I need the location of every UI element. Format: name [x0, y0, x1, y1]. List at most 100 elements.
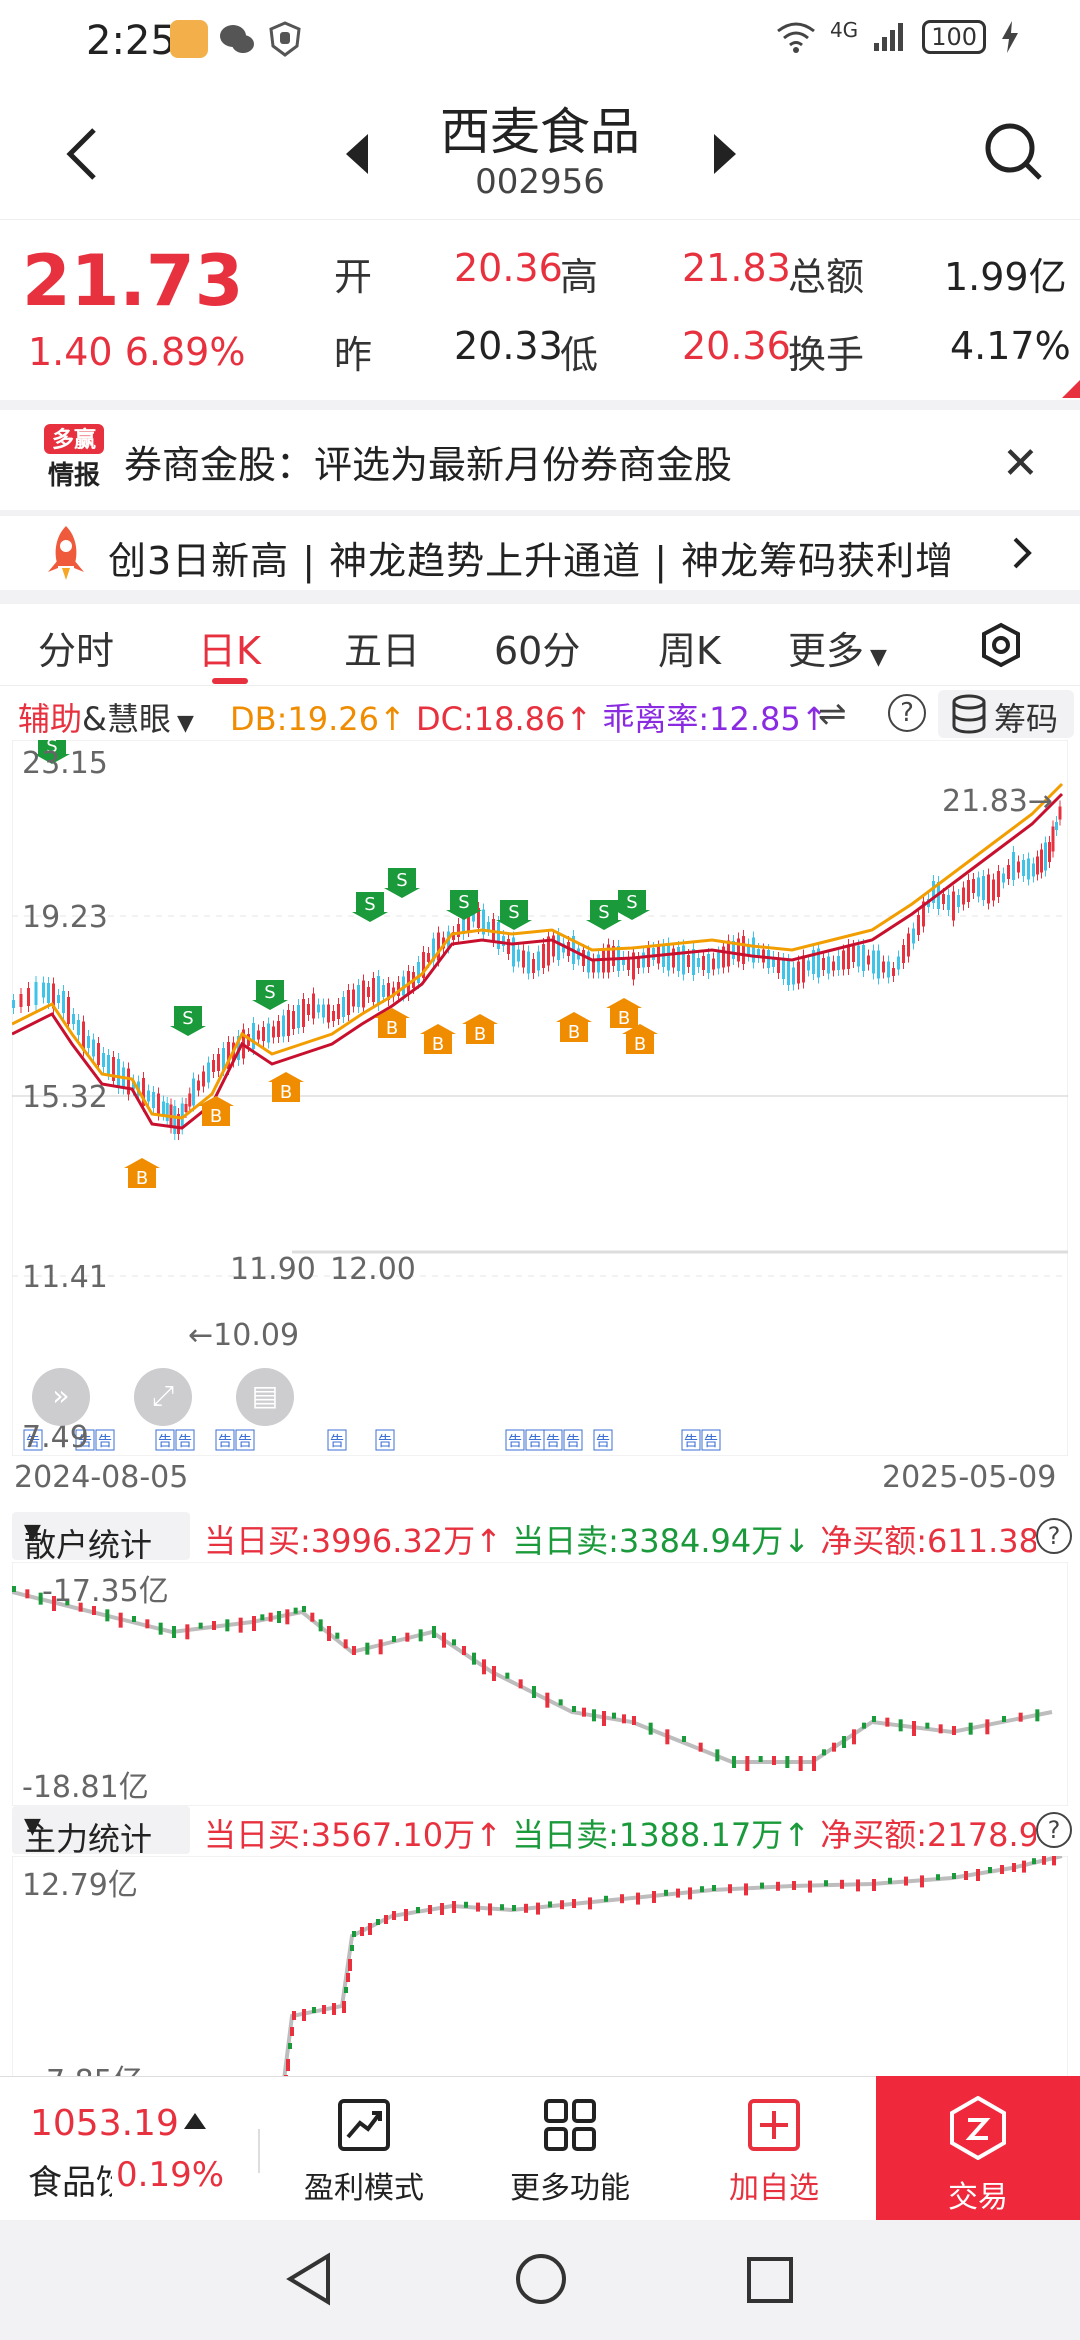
amount-label: 总额 — [788, 255, 865, 299]
y-label-2: 19.23 — [22, 900, 108, 935]
main-force-bar — [284, 2075, 288, 2076]
caret-down-icon: ▼ — [870, 645, 887, 670]
main-force-select[interactable]: 主力统计 ▼ — [12, 1806, 190, 1854]
help-icon[interactable]: ? — [888, 694, 926, 732]
sell-signal-label: S — [264, 982, 275, 1003]
tab-weekly-k[interactable]: 周K — [658, 629, 721, 673]
wechat-icon — [220, 25, 254, 53]
nav-home-icon[interactable] — [514, 2252, 568, 2306]
nav-back-icon[interactable] — [284, 2252, 334, 2306]
caret-down-icon: ▼ — [176, 711, 194, 736]
main-force-bar — [744, 1883, 748, 1896]
news-banner[interactable]: 多赢 情报 券商金股：评选为最新月份券商金股 ✕ — [0, 410, 1080, 510]
retail-bar — [365, 1642, 370, 1655]
main-force-bar — [712, 1885, 716, 1891]
more-functions-button[interactable]: 更多功能 — [490, 2097, 650, 2207]
retail-bar — [682, 1736, 686, 1742]
sell-signal-label: S — [626, 892, 637, 913]
low-value: 20.36 — [682, 324, 791, 368]
signal-ticker[interactable]: 创3日新高 | 神龙趋势上升通道 | 神龙筹码获利增 — [0, 516, 1080, 590]
signal-icon — [874, 23, 904, 51]
retail-bar — [78, 1602, 83, 1612]
search-icon[interactable] — [982, 120, 1044, 182]
app-notification-icon — [170, 20, 208, 58]
next-stock-icon[interactable] — [712, 132, 738, 176]
fast-forward-icon[interactable]: » — [32, 1368, 90, 1426]
indicator-select[interactable]: 辅助&慧眼 ▼ — [18, 694, 194, 740]
close-icon[interactable]: ✕ — [1002, 438, 1039, 489]
help-icon[interactable]: ? — [1036, 1812, 1072, 1848]
gallery-icon[interactable]: ▤ — [236, 1368, 294, 1426]
divider — [0, 400, 1080, 410]
main-force-bar — [286, 2059, 290, 2071]
end-date: 2025-05-09 — [882, 1460, 1057, 1495]
retail-bar — [898, 1719, 903, 1732]
tab-more[interactable]: 更多 ▼ — [788, 620, 887, 675]
announcement-label: 告 — [704, 1434, 718, 1450]
announcement-marker — [155, 1429, 175, 1451]
retail-bar — [482, 1659, 486, 1675]
caret-down-icon: ▼ — [24, 1520, 41, 1545]
tab-daily-k[interactable]: 日K — [198, 629, 261, 673]
main-force-bar — [348, 1959, 352, 1971]
start-date: 2024-08-05 — [14, 1460, 189, 1495]
help-icon[interactable]: ? — [1036, 1518, 1072, 1554]
expand-corner-icon[interactable] — [1062, 380, 1080, 398]
buy-signal-marker: B — [124, 1158, 160, 1189]
retail-bar — [745, 1756, 750, 1771]
back-icon[interactable] — [60, 124, 104, 184]
main-force-bar — [312, 2007, 316, 2013]
news-text: 券商金股：评选为最新月份券商金股 — [124, 443, 733, 487]
retail-bar — [698, 1742, 703, 1752]
buy-signal-marker: B — [420, 1024, 456, 1055]
sector-index-name: 食品饮料 — [28, 2163, 112, 2203]
toolbar-divider — [258, 2129, 260, 2173]
retail-stats-values: 当日买:3996.32万↑ 当日卖:3384.94万↓ 净买额:611.38万 — [204, 1516, 1036, 1560]
sell-signal-marker: S — [352, 892, 388, 922]
retail-bar — [612, 1712, 616, 1719]
stock-header: 西麦食品 002956 — [0, 84, 1080, 220]
tab-intraday[interactable]: 分时 — [38, 629, 115, 673]
main-force-bar — [760, 1882, 764, 1889]
profit-mode-button[interactable]: 盈利模式 — [284, 2097, 444, 2207]
tab-60-min[interactable]: 60分 — [494, 629, 581, 673]
expand-icon[interactable]: ⤢ — [134, 1368, 192, 1426]
announcement-marker — [75, 1429, 95, 1451]
retail-bar — [12, 1586, 16, 1592]
buy-signal-marker: B — [606, 998, 642, 1029]
announcement-label: 告 — [78, 1434, 92, 1450]
buy-signal-arrow — [124, 1158, 160, 1188]
tab-five-day[interactable]: 五日 — [344, 629, 421, 673]
sell-signal-label: S — [458, 892, 469, 913]
retail-chart[interactable]: -17.35亿 -18.81亿 — [11, 1561, 1069, 1807]
caret-down-icon: ▼ — [24, 1814, 41, 1839]
sell-signal-marker: S — [586, 900, 622, 930]
retail-bar — [758, 1756, 763, 1762]
announcement-label: 告 — [684, 1434, 698, 1450]
retail-bar — [852, 1729, 856, 1745]
main-force-bar — [1022, 1860, 1026, 1873]
retail-bar — [985, 1719, 990, 1735]
trade-button[interactable]: 交易 — [876, 2076, 1080, 2220]
main-force-bar — [404, 1909, 408, 1921]
retail-stats-select[interactable]: 散户统计 ▼ — [12, 1512, 190, 1560]
duoying-intel-logo: 多赢 情报 — [44, 424, 104, 490]
swap-icon[interactable]: ⇌ — [818, 694, 847, 734]
logo-bottom-text: 情报 — [48, 460, 100, 490]
prev-stock-icon[interactable] — [344, 132, 370, 176]
chevron-right-icon[interactable] — [1012, 536, 1032, 570]
database-icon — [952, 694, 986, 734]
main-force-bar — [360, 1927, 364, 1936]
buy-signal-marker: B — [462, 1014, 498, 1045]
settings-icon[interactable] — [980, 622, 1022, 668]
main-force-bar — [440, 1903, 444, 1915]
main-force-bar — [560, 1900, 564, 1910]
nav-recents-icon[interactable] — [746, 2256, 794, 2304]
main-force-bar — [352, 1931, 356, 1937]
add-watchlist-button[interactable]: 加自选 — [694, 2097, 854, 2207]
chips-button[interactable]: 筹码 — [938, 690, 1074, 738]
main-force-chart[interactable]: 12.79亿 7.85亿 — [12, 1856, 1068, 2076]
main-force-bar — [588, 1897, 592, 1910]
main-force-bar — [524, 1903, 528, 1913]
